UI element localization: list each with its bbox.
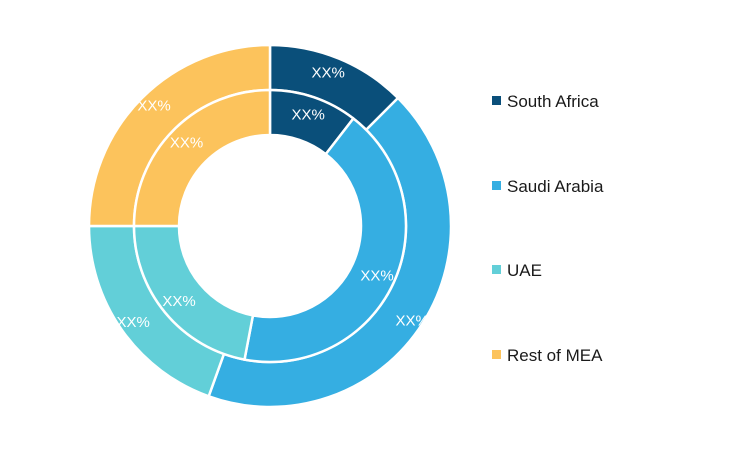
legend-item-south-africa[interactable]: South Africa (492, 92, 599, 111)
donut-rings (87, 43, 453, 409)
outer-label-south-africa: XX% (312, 65, 345, 82)
legend: South Africa Saudi Arabia UAE Rest of ME… (492, 92, 604, 365)
legend-swatch (492, 350, 501, 359)
outer-label-uae: XX% (116, 314, 149, 331)
slice-labels: XX% XX% XX% XX% XX% XX% XX% XX% (116, 65, 428, 332)
inner-label-uae: XX% (162, 293, 195, 310)
legend-label: South Africa (507, 92, 599, 111)
inner-label-south-africa: XX% (292, 106, 325, 123)
legend-label: UAE (507, 261, 542, 280)
inner-label-rest-of-mea: XX% (170, 135, 203, 152)
legend-swatch (492, 96, 501, 105)
legend-item-rest-of-mea[interactable]: Rest of MEA (492, 346, 603, 365)
outer-label-saudi-arabia: XX% (395, 312, 428, 329)
legend-item-uae[interactable]: UAE (492, 261, 542, 280)
legend-swatch (492, 181, 501, 190)
legend-swatch (492, 265, 501, 274)
legend-label: Saudi Arabia (507, 177, 604, 196)
outer-label-rest-of-mea: XX% (137, 97, 170, 114)
inner-slice-rest-of-mea[interactable] (132, 88, 272, 228)
inner-label-saudi-arabia: XX% (360, 268, 393, 285)
legend-label: Rest of MEA (507, 346, 603, 365)
inner-slice-saudi-arabia[interactable] (243, 116, 408, 364)
legend-item-saudi-arabia[interactable]: Saudi Arabia (492, 177, 604, 196)
